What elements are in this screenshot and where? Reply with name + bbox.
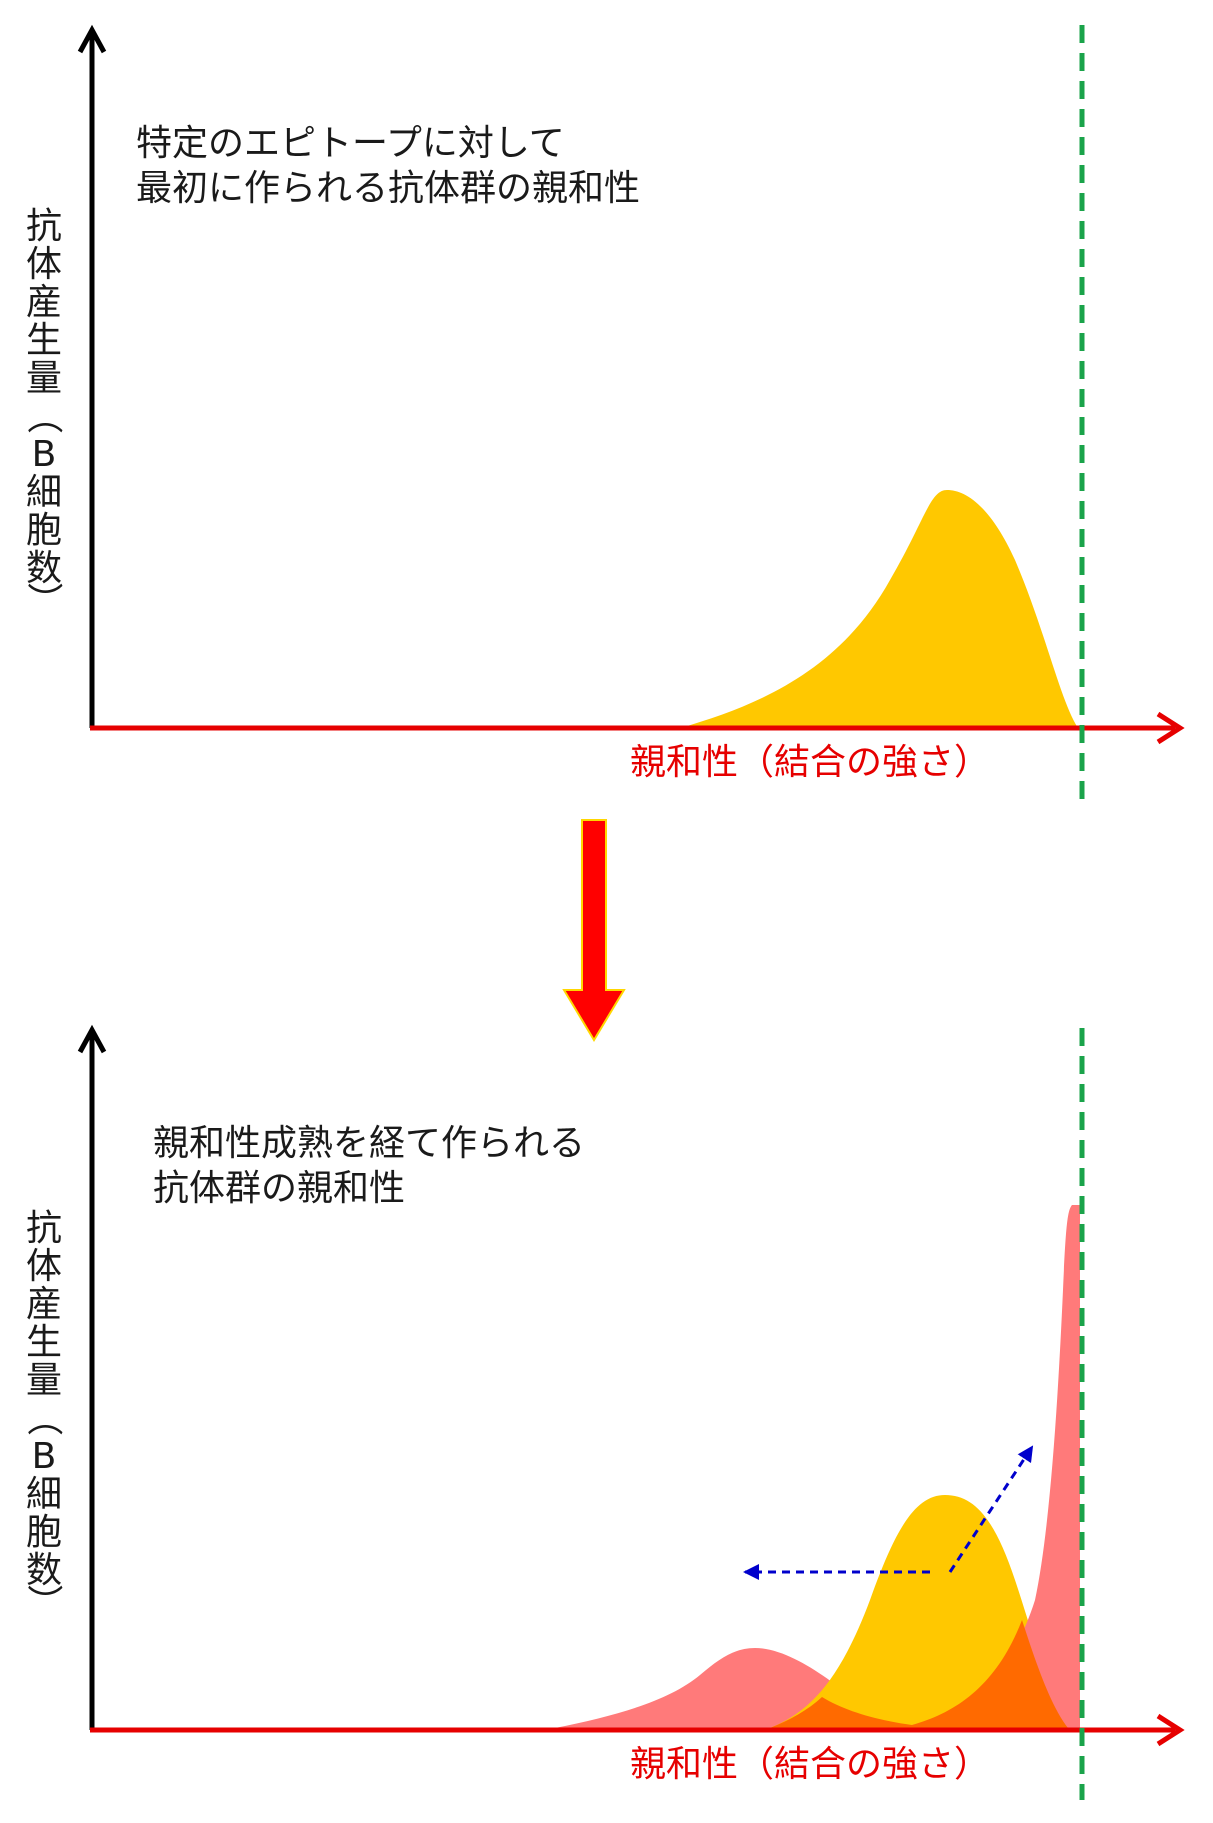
overlap-low-region — [770, 1697, 940, 1728]
bottom-y-label-char: 量 — [26, 1360, 62, 1401]
bottom-y-label-char: （ — [23, 1400, 64, 1436]
initial-affinity-distribution — [770, 1495, 1068, 1728]
bottom-y-label-char: 体 — [26, 1246, 62, 1287]
bottom-x-axis-arrow-icon — [1156, 1713, 1185, 1747]
bottom-x-axis-label: 親和性（結合の強さ） — [630, 1744, 990, 1785]
top-x-axis-label: 親和性（結合の強さ） — [630, 742, 990, 783]
bottom-y-label-char: 抗 — [26, 1208, 62, 1249]
bottom-y-label-char: B — [32, 1436, 57, 1477]
top-y-axis-label: 抗 体 産 生 量 （ B 細 胞 数 ） — [23, 206, 64, 618]
top-y-label-char: 産 — [26, 282, 62, 323]
bottom-y-label-char: ） — [23, 1584, 64, 1620]
top-y-label-char: ） — [23, 582, 64, 618]
bottom-y-axis-arrow-icon — [77, 1024, 107, 1054]
bottom-y-label-char: 数 — [26, 1550, 62, 1591]
top-y-axis-arrow-icon — [77, 24, 107, 54]
top-y-label-char: B — [32, 434, 57, 475]
top-panel: 特定のエピトープに対して 最初に作られる抗体群の親和性 抗 体 産 生 量 （ … — [23, 24, 1185, 783]
up-right-dashed-arrow-icon — [948, 1445, 1034, 1573]
overlap-high-region — [900, 1620, 1068, 1728]
bottom-y-label-char: 生 — [26, 1322, 62, 1363]
bottom-caption-line1: 親和性成熟を経て作られる — [153, 1123, 585, 1164]
bottom-y-label-char: 細 — [26, 1474, 62, 1515]
top-y-label-char: 胞 — [26, 510, 62, 551]
top-caption-line2: 最初に作られる抗体群の親和性 — [136, 168, 640, 209]
top-y-label-char: 生 — [26, 320, 62, 361]
top-y-label-char: 細 — [26, 472, 62, 513]
initial-affinity-distribution — [680, 490, 1078, 728]
top-y-label-char: 抗 — [26, 206, 62, 247]
top-x-axis-arrow-icon — [1156, 711, 1185, 745]
bottom-y-axis-label: 抗 体 産 生 量 （ B 細 胞 数 ） — [23, 1208, 64, 1620]
top-y-label-char: （ — [23, 398, 64, 434]
bottom-y-label-char: 産 — [26, 1284, 62, 1325]
top-caption-line1: 特定のエピトープに対して — [136, 123, 565, 164]
top-y-label-char: 体 — [26, 244, 62, 285]
down-arrow-icon — [562, 819, 626, 1042]
top-y-label-char: 数 — [26, 548, 62, 589]
matured-high-affinity-distribution — [900, 1205, 1080, 1728]
top-y-label-char: 量 — [26, 358, 62, 399]
bottom-panel: 親和性成熟を経て作られる 抗体群の親和性 抗 体 産 生 量 （ B 細 胞 数… — [23, 1024, 1185, 1785]
bottom-caption-line2: 抗体群の親和性 — [153, 1168, 405, 1209]
bottom-y-label-char: 胞 — [26, 1512, 62, 1553]
